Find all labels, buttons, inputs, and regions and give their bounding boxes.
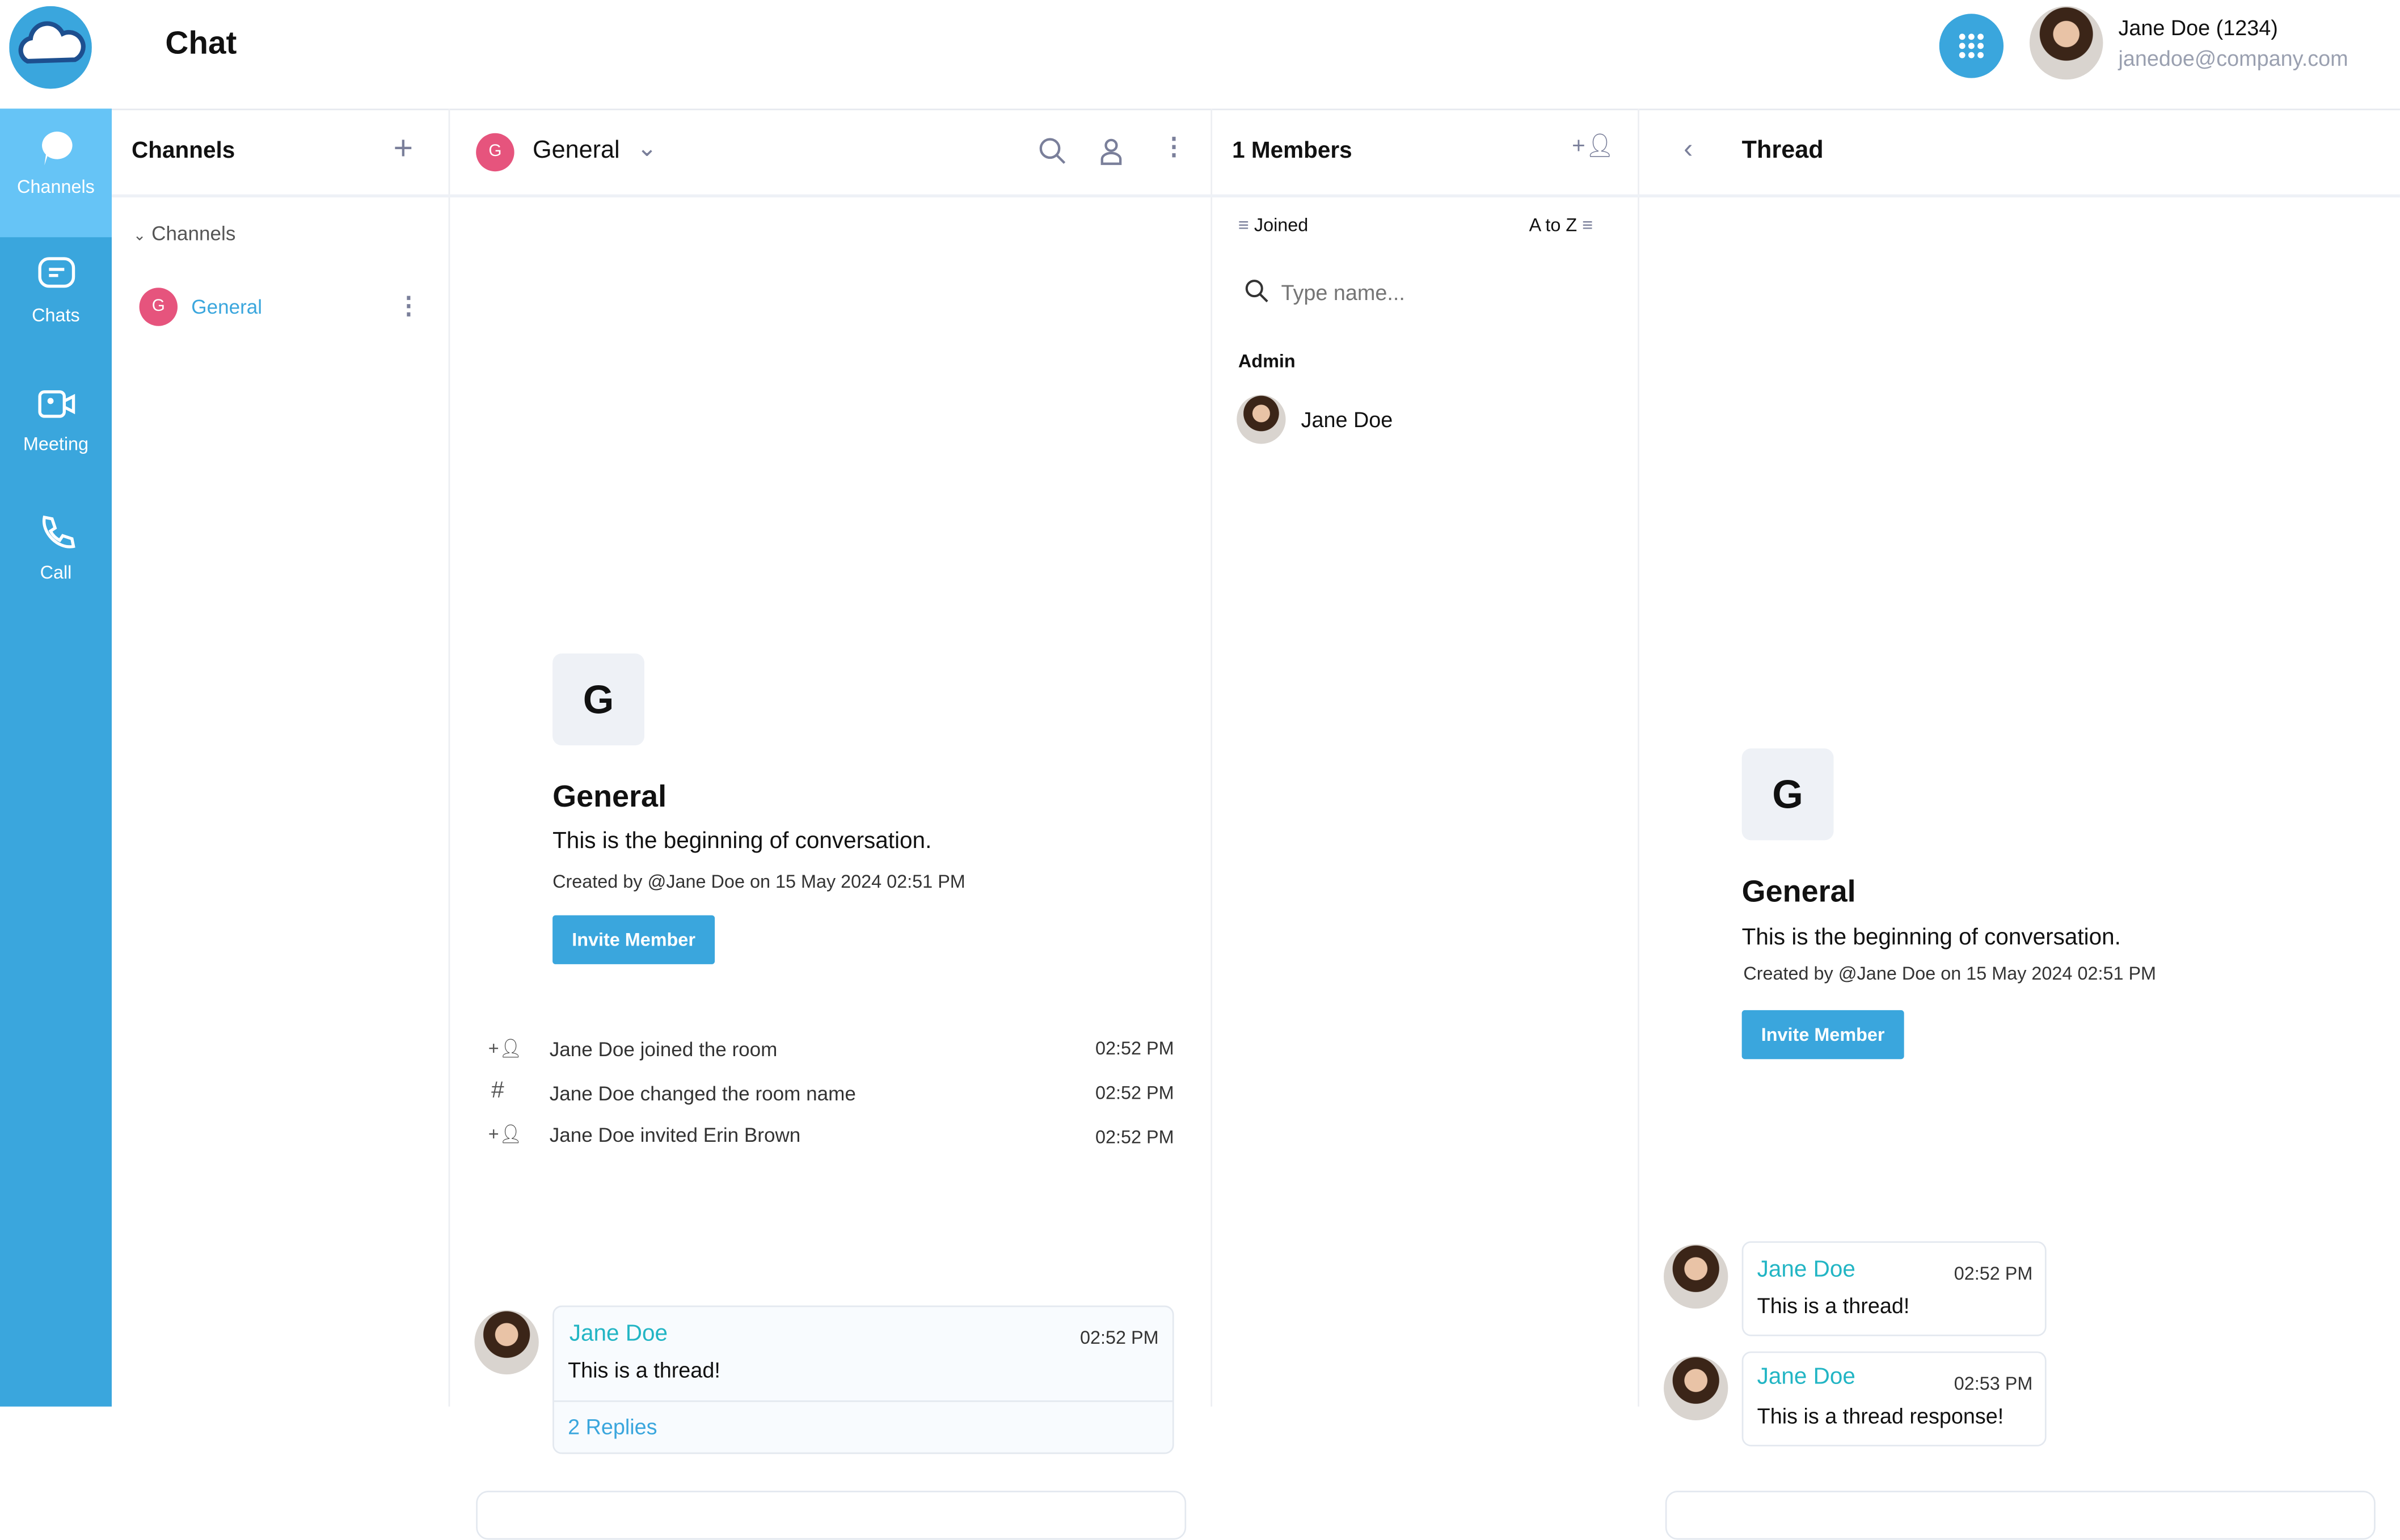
message-text: This is a thread! <box>1757 1293 1910 1318</box>
members-title: 1 Members <box>1232 137 1352 164</box>
invite-member-button[interactable]: Invite Member <box>552 915 715 964</box>
member-avatar <box>1237 395 1286 444</box>
invite-member-button[interactable]: Invite Member <box>1741 1010 1904 1060</box>
nav-rail: Channels Chats Meeting Call <box>0 108 112 1407</box>
add-channel-button[interactable]: + <box>393 129 413 168</box>
thread-intro-avatar: G <box>1741 748 1834 841</box>
thread-title: Thread <box>1741 137 1824 164</box>
thread-message[interactable]: Jane Doe 02:53 PM This is a thread respo… <box>1741 1351 2047 1446</box>
members-panel: 1 Members +👤︎ ≡ Joined A to Z ≡ Admin Ja… <box>1210 108 1639 1407</box>
message-author[interactable]: Jane Doe <box>1757 1256 1855 1283</box>
intro-text: This is the beginning of conversation. <box>552 828 932 854</box>
channels-title: Channels <box>132 137 235 164</box>
intro-title: General <box>1741 875 1856 909</box>
rail-item-chats[interactable]: Chats <box>0 237 112 366</box>
member-search-input[interactable] <box>1278 273 1606 311</box>
channels-group-toggle[interactable]: ⌄ Channels <box>133 222 236 245</box>
add-user-icon: +👤︎ <box>488 1037 522 1060</box>
back-icon[interactable]: ‹ <box>1684 133 1693 164</box>
chat-panel: G General ⌄ ⋮ G General This is the begi… <box>448 108 1213 1540</box>
message-author[interactable]: Jane Doe <box>1757 1364 1855 1390</box>
channel-more-icon[interactable]: ⋮ <box>396 294 421 320</box>
sort-dropdown[interactable]: A to Z ≡ <box>1529 214 1593 236</box>
message-input[interactable] <box>476 1491 1187 1540</box>
intro-title: General <box>552 780 667 815</box>
more-options-icon[interactable]: ⋮ <box>1162 134 1187 161</box>
chat-bubble-icon <box>37 257 74 288</box>
message-avatar <box>1664 1244 1728 1309</box>
message-avatar <box>1664 1356 1728 1421</box>
member-name: Jane Doe <box>1301 407 1393 432</box>
channels-panel: Channels + ⌄ Channels G General ⋮ <box>111 108 450 1407</box>
cloud-logo-icon <box>9 6 92 89</box>
plus-icon: + <box>393 128 414 167</box>
channels-icon <box>41 132 72 166</box>
channel-item-general[interactable]: G General ⋮ <box>139 288 431 327</box>
add-user-icon: +👤︎ <box>488 1123 522 1145</box>
apps-grid-button[interactable] <box>1939 14 2004 78</box>
message-text: This is a thread! <box>568 1357 720 1382</box>
top-bar: Chat Jane Doe (1234) janedoe@company.com <box>0 0 2400 111</box>
created-info: Created by @Jane Doe on 15 May 2024 02:5… <box>552 871 965 893</box>
channel-avatar: G <box>476 133 514 172</box>
channel-dropdown-icon[interactable]: ⌄ <box>636 136 657 163</box>
message-time: 02:52 PM <box>1079 1327 1159 1349</box>
thread-panel: ‹ Thread G General This is the beginning… <box>1638 109 2400 1540</box>
message-time: 02:53 PM <box>1954 1373 2033 1395</box>
thread-reply-input[interactable] <box>1665 1491 2376 1540</box>
video-icon <box>37 390 74 418</box>
user-email: janedoe@company.com <box>2118 45 2348 71</box>
channel-title: General <box>533 137 620 164</box>
user-avatar[interactable] <box>2029 6 2103 80</box>
user-name: Jane Doe (1234) <box>2118 15 2278 40</box>
message-time: 02:52 PM <box>1954 1263 2033 1284</box>
chevron-down-icon: ⌄ <box>133 228 146 245</box>
hash-icon: # <box>491 1077 504 1104</box>
rail-item-meeting[interactable]: Meeting <box>0 366 112 495</box>
rail-item-channels[interactable]: Channels <box>0 108 112 238</box>
members-icon[interactable] <box>1098 136 1125 167</box>
app-title: Chat <box>165 26 237 61</box>
message-card[interactable]: Jane Doe 02:52 PM This is a thread! 2 Re… <box>552 1305 1174 1454</box>
message-author[interactable]: Jane Doe <box>569 1320 668 1347</box>
intro-text: This is the beginning of conversation. <box>1741 924 2121 951</box>
grid-icon <box>1959 33 1984 58</box>
member-item[interactable]: Jane Doe <box>1237 395 1604 444</box>
filter-dropdown[interactable]: ≡ Joined <box>1238 214 1309 236</box>
search-icon[interactable] <box>1037 136 1068 167</box>
channel-avatar: G <box>139 288 178 326</box>
created-info: Created by @Jane Doe on 15 May 2024 02:5… <box>1743 963 2157 985</box>
add-member-icon[interactable]: +👤︎ <box>1572 133 1615 159</box>
channel-intro-avatar: G <box>552 653 644 746</box>
message-avatar <box>474 1310 539 1375</box>
member-group-label: Admin <box>1238 350 1296 372</box>
phone-icon <box>41 515 75 549</box>
rail-item-call[interactable]: Call <box>0 495 112 623</box>
filter-icon: ≡ <box>1238 214 1249 236</box>
thread-message[interactable]: Jane Doe 02:52 PM This is a thread! <box>1741 1241 2047 1336</box>
sort-icon: ≡ <box>1582 214 1593 236</box>
search-icon <box>1245 280 1268 302</box>
replies-link[interactable]: 2 Replies <box>568 1414 657 1439</box>
channel-name: General <box>191 295 263 319</box>
